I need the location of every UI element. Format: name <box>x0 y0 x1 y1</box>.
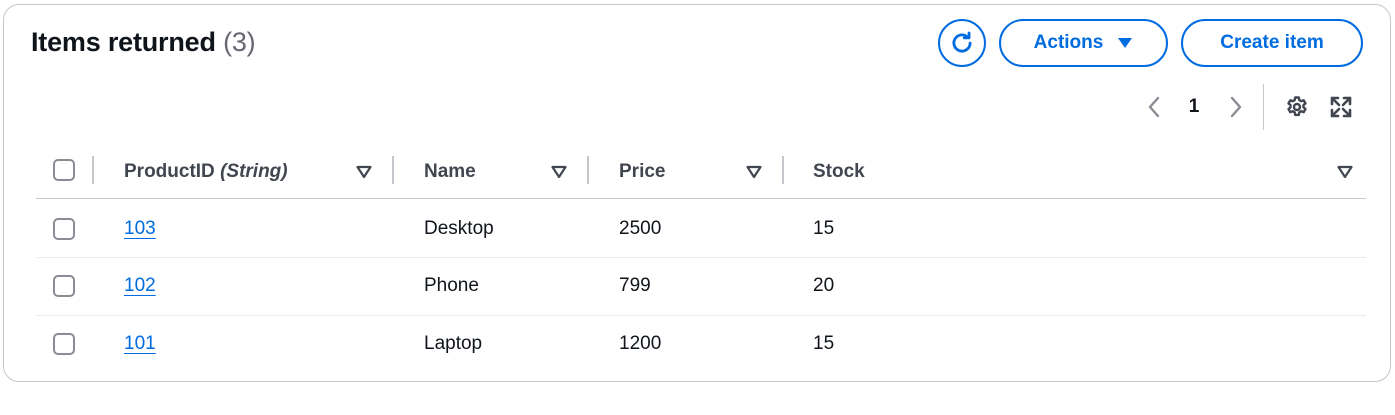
next-page-button[interactable] <box>1224 93 1248 121</box>
chevron-left-icon <box>1148 96 1160 118</box>
column-resizer[interactable] <box>782 156 784 184</box>
create-item-button[interactable]: Create item <box>1181 19 1363 67</box>
cell-stock: 20 <box>813 275 835 296</box>
actions-label: Actions <box>1033 32 1104 53</box>
cell-name: Laptop <box>424 333 483 354</box>
page-number-1[interactable]: 1 <box>1188 96 1200 117</box>
column-type-productid: (String) <box>220 161 288 182</box>
row-checkbox[interactable] <box>53 275 75 297</box>
refresh-button[interactable] <box>938 19 986 67</box>
row-divider <box>36 257 1366 258</box>
column-header-name[interactable]: Name <box>424 159 476 185</box>
product-id-link[interactable]: 102 <box>124 275 156 296</box>
column-label-name: Name <box>424 161 476 182</box>
cell-price: 1200 <box>619 333 662 354</box>
select-all-checkbox[interactable] <box>53 159 75 181</box>
gear-icon <box>1287 96 1307 117</box>
sort-icon[interactable] <box>1337 164 1353 180</box>
title-text: Items returned <box>31 27 216 57</box>
column-label-stock: Stock <box>813 161 865 182</box>
chevron-right-icon <box>1230 96 1242 118</box>
cell-price: 799 <box>619 275 651 296</box>
fullscreen-button[interactable] <box>1328 94 1354 120</box>
column-header-stock[interactable]: Stock <box>813 159 865 185</box>
cell-stock: 15 <box>813 218 835 239</box>
cell-price: 2500 <box>619 218 662 239</box>
column-label-productid: ProductID <box>124 161 215 182</box>
row-checkbox[interactable] <box>53 218 75 240</box>
column-label-price: Price <box>619 161 666 182</box>
column-header-productid[interactable]: ProductID (String) <box>124 159 288 185</box>
column-resizer[interactable] <box>92 156 94 184</box>
product-id-link[interactable]: 101 <box>124 333 156 354</box>
refresh-icon <box>952 31 972 53</box>
column-resizer[interactable] <box>392 156 394 184</box>
sort-icon[interactable] <box>551 164 567 180</box>
row-divider <box>36 315 1366 316</box>
cell-name: Desktop <box>424 218 494 239</box>
header-divider <box>36 198 1366 199</box>
previous-page-button[interactable] <box>1142 93 1166 121</box>
row-checkbox[interactable] <box>53 333 75 355</box>
items-panel <box>3 4 1391 382</box>
column-header-price[interactable]: Price <box>619 159 665 185</box>
page-title: Items returned (3) <box>31 27 256 58</box>
items-count: (3) <box>223 27 256 57</box>
pagination-divider <box>1263 84 1264 130</box>
column-resizer[interactable] <box>587 156 589 184</box>
actions-button[interactable]: Actions <box>999 19 1168 67</box>
product-id-link[interactable]: 103 <box>124 218 156 239</box>
sort-icon[interactable] <box>746 164 762 180</box>
fullscreen-icon <box>1330 96 1352 118</box>
preferences-button[interactable] <box>1284 94 1310 120</box>
caret-down-icon <box>1117 36 1133 50</box>
cell-stock: 15 <box>813 333 835 354</box>
sort-icon[interactable] <box>356 164 372 180</box>
create-item-label: Create item <box>1220 32 1324 53</box>
cell-name: Phone <box>424 275 479 296</box>
